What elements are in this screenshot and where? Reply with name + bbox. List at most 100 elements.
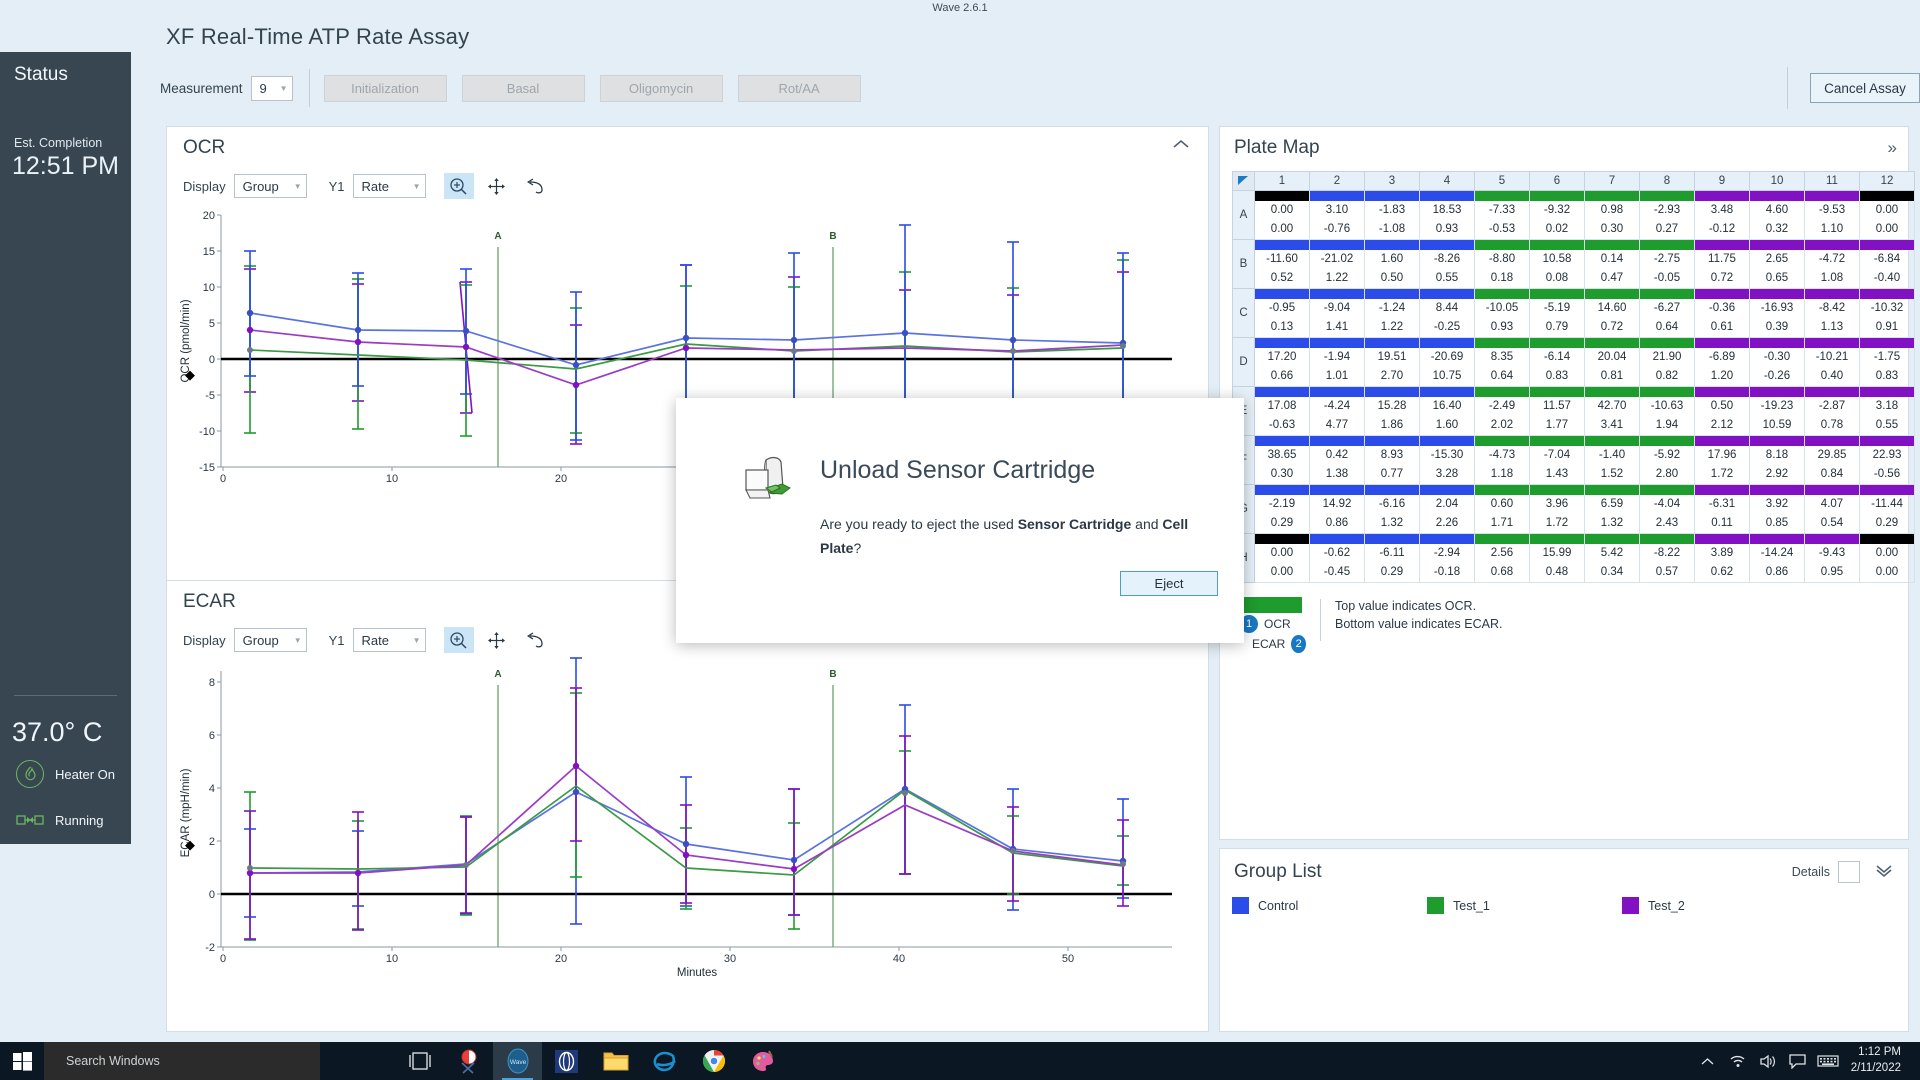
plate-well[interactable]: 3.96 1.72 — [1529, 484, 1585, 534]
agilent-app-icon[interactable] — [542, 1042, 591, 1080]
plate-well[interactable]: -20.69 10.75 — [1419, 337, 1475, 387]
plate-well[interactable]: -21.02 1.22 — [1309, 239, 1365, 289]
plate-well[interactable]: -8.26 0.55 — [1419, 239, 1475, 289]
plate-well[interactable]: -8.22 0.57 — [1639, 533, 1695, 583]
file-explorer-icon[interactable] — [591, 1042, 640, 1080]
plate-well[interactable]: -1.94 1.01 — [1309, 337, 1365, 387]
plate-well[interactable]: -19.23 10.59 — [1749, 386, 1805, 436]
plate-well[interactable]: 17.20 0.66 — [1254, 337, 1310, 387]
plate-well[interactable]: -0.36 0.61 — [1694, 288, 1750, 338]
plate-well[interactable]: -0.30 -0.26 — [1749, 337, 1805, 387]
plate-well[interactable]: -8.80 0.18 — [1474, 239, 1530, 289]
snip-sketch-icon[interactable] — [444, 1042, 493, 1080]
plate-well[interactable]: -10.21 0.40 — [1804, 337, 1860, 387]
measurement-select[interactable]: 9 ▼ — [250, 75, 293, 101]
plate-well[interactable]: -9.53 1.10 — [1804, 190, 1860, 240]
plate-well[interactable]: 14.92 0.86 — [1309, 484, 1365, 534]
plate-col-header[interactable]: 9 — [1694, 171, 1750, 191]
paint-3d-icon[interactable] — [738, 1042, 787, 1080]
plate-well[interactable]: -2.93 0.27 — [1639, 190, 1695, 240]
plate-well[interactable]: -4.73 1.18 — [1474, 435, 1530, 485]
plate-well[interactable]: -2.49 2.02 — [1474, 386, 1530, 436]
plate-well[interactable]: -10.05 0.93 — [1474, 288, 1530, 338]
plate-well[interactable]: 1.60 0.50 — [1364, 239, 1420, 289]
plate-well[interactable]: -16.93 0.39 — [1749, 288, 1805, 338]
plate-well[interactable]: 15.99 0.48 — [1529, 533, 1585, 583]
pan-icon[interactable] — [482, 173, 512, 199]
plate-well[interactable]: 17.08 -0.63 — [1254, 386, 1310, 436]
internet-explorer-icon[interactable] — [640, 1042, 689, 1080]
plate-col-header[interactable]: 10 — [1749, 171, 1805, 191]
plate-well[interactable]: 0.42 1.38 — [1309, 435, 1365, 485]
plate-well[interactable]: -1.83 -1.08 — [1364, 190, 1420, 240]
plate-well[interactable]: 3.48 -0.12 — [1694, 190, 1750, 240]
group-list-item[interactable]: Test_1 — [1427, 897, 1622, 914]
plate-well[interactable]: 0.50 2.12 — [1694, 386, 1750, 436]
plate-well[interactable]: -2.87 0.78 — [1804, 386, 1860, 436]
plate-well[interactable]: 22.93 -0.56 — [1859, 435, 1915, 485]
plate-well[interactable]: 0.00 0.00 — [1859, 533, 1915, 583]
search-input[interactable]: Search Windows — [44, 1042, 320, 1080]
plate-well[interactable]: 11.75 0.72 — [1694, 239, 1750, 289]
plate-well[interactable]: 3.10 -0.76 — [1309, 190, 1365, 240]
windows-start-icon[interactable] — [0, 1042, 44, 1080]
plate-well[interactable]: -7.33 -0.53 — [1474, 190, 1530, 240]
plate-col-header[interactable]: 8 — [1639, 171, 1695, 191]
pan-icon[interactable] — [482, 627, 512, 653]
plate-well[interactable]: -0.62 -0.45 — [1309, 533, 1365, 583]
reset-icon[interactable] — [520, 627, 550, 653]
plate-well[interactable]: -4.04 2.43 — [1639, 484, 1695, 534]
plate-col-header[interactable]: 3 — [1364, 171, 1420, 191]
taskbar-clock[interactable]: 1:12 PM 2/11/2022 — [1851, 1045, 1901, 1076]
touch-keyboard-icon[interactable] — [1813, 1042, 1843, 1080]
plate-well[interactable]: 21.90 0.82 — [1639, 337, 1695, 387]
plate-well[interactable]: -1.75 0.83 — [1859, 337, 1915, 387]
phase-button-oligomycin[interactable]: Oligomycin — [599, 74, 723, 102]
group-list-item[interactable]: Test_2 — [1622, 897, 1817, 914]
phase-button-initialization[interactable]: Initialization — [323, 74, 447, 102]
group-list-collapse-button[interactable] — [1874, 864, 1894, 881]
ecar-y1-select[interactable]: Rate ▼ — [352, 628, 426, 652]
ocr-y1-select[interactable]: Rate ▼ — [352, 174, 426, 198]
plate-well[interactable]: 15.28 1.86 — [1364, 386, 1420, 436]
plate-col-header[interactable]: 4 — [1419, 171, 1475, 191]
plate-col-header[interactable]: 6 — [1529, 171, 1585, 191]
plate-well[interactable]: -7.04 1.43 — [1529, 435, 1585, 485]
plate-well[interactable]: -11.60 0.52 — [1254, 239, 1310, 289]
action-center-icon[interactable] — [1783, 1042, 1813, 1080]
cancel-assay-button[interactable]: Cancel Assay — [1810, 73, 1920, 103]
plate-well[interactable]: -9.43 0.95 — [1804, 533, 1860, 583]
plate-well[interactable]: -10.63 1.94 — [1639, 386, 1695, 436]
wave-app-icon[interactable]: Wave — [493, 1042, 542, 1080]
task-view-icon[interactable] — [395, 1042, 444, 1080]
plate-col-header[interactable]: 5 — [1474, 171, 1530, 191]
plate-well[interactable]: 0.00 0.00 — [1859, 190, 1915, 240]
zoom-icon[interactable] — [443, 173, 474, 199]
plate-well[interactable]: 8.18 2.92 — [1749, 435, 1805, 485]
ecar-display-select[interactable]: Group ▼ — [233, 628, 307, 652]
plate-well[interactable]: -6.14 0.83 — [1529, 337, 1585, 387]
plate-well[interactable]: -0.95 0.13 — [1254, 288, 1310, 338]
plate-well[interactable]: 17.96 1.72 — [1694, 435, 1750, 485]
plate-well[interactable]: 0.98 0.30 — [1584, 190, 1640, 240]
plate-well[interactable]: 3.18 0.55 — [1859, 386, 1915, 436]
plate-well[interactable]: 3.92 0.85 — [1749, 484, 1805, 534]
plate-well[interactable]: 8.35 0.64 — [1474, 337, 1530, 387]
plate-well[interactable]: -15.30 3.28 — [1419, 435, 1475, 485]
plate-well[interactable]: 0.60 1.71 — [1474, 484, 1530, 534]
plate-well[interactable]: 0.00 0.00 — [1254, 190, 1310, 240]
plate-well[interactable]: -1.40 1.52 — [1584, 435, 1640, 485]
plate-well[interactable]: -8.42 1.13 — [1804, 288, 1860, 338]
plate-well[interactable]: -6.84 -0.40 — [1859, 239, 1915, 289]
details-checkbox[interactable] — [1838, 861, 1860, 883]
plate-well[interactable]: 10.58 0.08 — [1529, 239, 1585, 289]
wifi-icon[interactable] — [1723, 1042, 1753, 1080]
plate-well[interactable]: -6.11 0.29 — [1364, 533, 1420, 583]
plate-well[interactable]: -6.89 1.20 — [1694, 337, 1750, 387]
plate-well[interactable]: -5.92 2.80 — [1639, 435, 1695, 485]
plate-well[interactable]: -11.44 0.29 — [1859, 484, 1915, 534]
plate-col-header[interactable]: 2 — [1309, 171, 1365, 191]
plate-well[interactable]: -6.27 0.64 — [1639, 288, 1695, 338]
plate-well[interactable]: -9.32 0.02 — [1529, 190, 1585, 240]
plate-well[interactable]: 11.57 1.77 — [1529, 386, 1585, 436]
